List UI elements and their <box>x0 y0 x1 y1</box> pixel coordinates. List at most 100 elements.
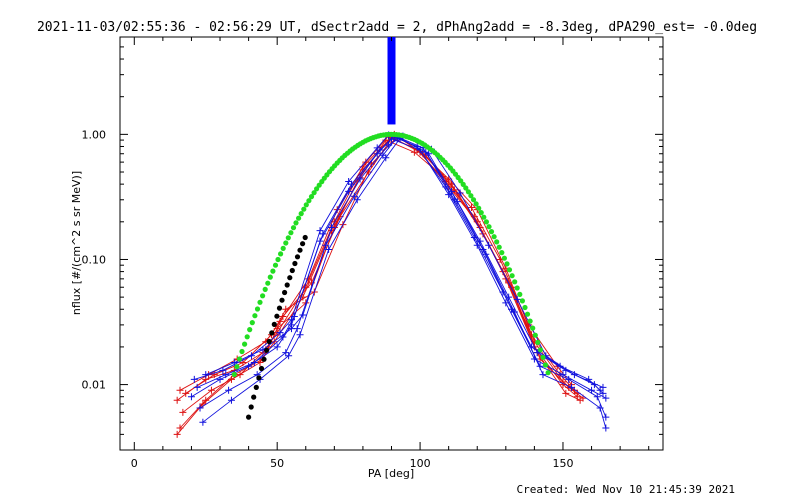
data-point-blue <box>222 371 230 379</box>
data-point-blue <box>588 386 596 394</box>
data-point-blue <box>596 404 604 412</box>
fit-point-green <box>306 198 312 204</box>
data-point-blue <box>565 375 573 383</box>
data-point-red <box>179 408 187 416</box>
fit-point-green <box>481 214 487 220</box>
data-point-red <box>176 386 184 394</box>
fit-point-green <box>476 205 482 211</box>
fit-point-green <box>260 293 266 299</box>
fit-point-green <box>463 185 469 191</box>
fit-point-black <box>261 356 267 362</box>
data-point-blue <box>593 393 601 401</box>
fit-point-green <box>506 267 513 273</box>
fit-point-green <box>524 311 531 317</box>
fit-point-green <box>488 229 495 235</box>
fit-point-green <box>478 210 484 216</box>
fit-point-black <box>284 282 290 288</box>
data-point-blue <box>290 313 298 321</box>
fit-point-black <box>256 375 262 381</box>
data-point-blue <box>373 144 381 152</box>
fit-point-green <box>514 285 520 291</box>
fit-point-green <box>303 202 309 208</box>
data-point-blue <box>250 359 258 367</box>
data-point-blue <box>296 331 304 339</box>
data-point-red <box>468 204 476 212</box>
fit-point-green <box>252 313 258 319</box>
fit-point-green <box>517 291 523 297</box>
fit-point-green <box>532 332 538 338</box>
data-point-blue <box>319 230 327 238</box>
data-point-red <box>173 430 181 438</box>
fit-point-green <box>314 186 320 192</box>
fit-point-green <box>509 273 515 279</box>
data-point-blue <box>193 383 201 391</box>
fit-point-green <box>278 251 284 257</box>
fit-point-green <box>270 268 276 274</box>
data-point-blue <box>227 396 235 404</box>
fit-point-black <box>297 247 303 253</box>
fit-point-green <box>491 234 497 240</box>
fit-point-green <box>537 347 544 353</box>
fit-point-green <box>288 230 294 236</box>
chart-marks <box>173 37 610 438</box>
fit-point-black <box>276 305 283 311</box>
series-line-red <box>179 135 575 391</box>
fit-point-green <box>231 371 237 378</box>
data-point-blue <box>385 141 393 149</box>
fit-point-black <box>282 289 288 296</box>
data-point-blue <box>299 311 307 319</box>
fit-point-green <box>535 339 541 345</box>
fit-point-black <box>258 365 265 372</box>
fit-point-green <box>473 201 479 207</box>
fit-point-green <box>242 341 248 347</box>
fit-point-green <box>296 215 302 221</box>
fit-point-green <box>257 299 263 305</box>
data-point-blue <box>599 389 607 397</box>
data-point-red <box>202 396 210 404</box>
data-point-red <box>210 371 218 379</box>
fit-point-green <box>501 255 507 261</box>
data-point-blue <box>485 241 493 249</box>
data-point-blue <box>187 393 195 401</box>
fit-point-black <box>279 297 285 303</box>
fit-point-black <box>269 330 275 336</box>
data-point-blue <box>202 371 210 379</box>
x-tick-label: 50 <box>270 457 284 470</box>
data-point-blue <box>219 366 227 374</box>
fit-point-green <box>272 262 279 268</box>
data-point-blue <box>596 386 604 394</box>
fit-point-green <box>512 279 518 285</box>
data-point-red <box>282 305 290 313</box>
fit-point-green <box>530 325 536 331</box>
fit-point-green <box>316 182 322 188</box>
fit-point-black <box>246 414 252 420</box>
data-point-red <box>176 424 184 432</box>
plot-area <box>119 36 664 451</box>
data-point-blue <box>196 404 204 412</box>
fit-point-black <box>248 404 254 410</box>
data-point-red <box>273 325 281 333</box>
data-point-blue <box>276 329 284 337</box>
data-point-blue <box>273 343 281 351</box>
fit-point-green <box>499 250 505 256</box>
fit-point-green <box>545 370 551 376</box>
data-point-blue <box>568 383 576 391</box>
x-tick-label: 0 <box>131 457 138 470</box>
data-point-red <box>173 396 181 404</box>
fit-point-green <box>301 206 307 212</box>
x-axis-label: PA [deg] <box>368 467 414 480</box>
data-point-blue <box>282 349 290 357</box>
fit-point-green <box>311 190 317 196</box>
fit-point-green <box>519 298 526 304</box>
data-point-blue <box>350 192 358 200</box>
data-point-blue <box>287 325 295 333</box>
fit-point-green <box>275 256 281 263</box>
fit-point-green <box>540 354 546 360</box>
data-point-red <box>182 389 190 397</box>
fit-point-green <box>298 211 304 217</box>
fit-point-green <box>236 356 243 362</box>
data-point-blue <box>199 418 207 426</box>
data-point-blue <box>602 394 610 402</box>
fit-point-green <box>460 181 466 187</box>
